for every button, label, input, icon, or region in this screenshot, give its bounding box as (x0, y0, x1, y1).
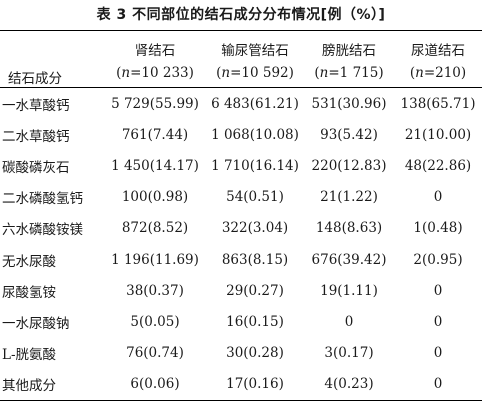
table-cell: 6 483(61.21) (211, 95, 299, 112)
column-header-ureter: 输尿管结石 (221, 43, 289, 59)
table-cell: 29(0.27) (226, 282, 284, 299)
table-cell: 17(0.16) (226, 376, 284, 393)
table-cell: 322(3.04) (221, 220, 289, 237)
row-label: 六水磷酸铵镁 (2, 222, 83, 239)
column-header-urethra: 尿道结石 (411, 43, 465, 59)
header-row-counts: (n=10 233) (n=10 592) (n=1 715) (n=210) (0, 59, 482, 88)
row-label: 碳酸磷灰石 (2, 159, 70, 176)
row-label: 其他成分 (2, 378, 56, 395)
table-cell: 676(39.42) (311, 251, 387, 268)
table-row: 二水草酸钙 761(7.44) 1 068(10.08) 93(5.42) 21… (0, 119, 482, 150)
table-row: 其他成分 6(0.06) 17(0.16) 4(0.23) 0 (0, 369, 482, 401)
column-count-ureter: (n=10 592) (216, 65, 294, 81)
table-cell: 16(0.15) (226, 313, 284, 330)
table-cell: 1(0.48) (413, 220, 463, 237)
table-cell: 0 (433, 345, 443, 362)
table-title: 表 3 不同部位的结石成分分布情况[例（%）] (96, 7, 386, 23)
table-cell: 0 (433, 313, 443, 330)
table-row: 尿酸氢铵 38(0.37) 29(0.27) 19(1.11) 0 (0, 275, 482, 306)
table-cell: 30(0.28) (226, 345, 284, 362)
table-cell: 531(30.96) (311, 95, 387, 112)
row-label: 一水尿酸钠 (2, 315, 70, 332)
row-label: 二水磷酸氢钙 (2, 191, 83, 208)
table-cell: 48(22.86) (404, 157, 472, 174)
table-cell: 76(0.74) (126, 345, 184, 362)
table-cell: 54(0.51) (226, 189, 284, 206)
table-cell: 5 729(55.99) (111, 95, 199, 112)
table-cell: 100(0.98) (121, 189, 189, 206)
table-cell: 21(1.22) (320, 189, 378, 206)
table-cell: 93(5.42) (320, 126, 378, 143)
row-label: L-胱氨酸 (2, 347, 57, 364)
column-count-kidney: (n=10 233) (116, 65, 194, 81)
table-cell: 6(0.06) (130, 376, 180, 393)
table-cell: 2(0.95) (413, 251, 463, 268)
table-row: 一水尿酸钠 5(0.05) 16(0.15) 0 0 (0, 306, 482, 337)
table-cell: 19(1.11) (320, 282, 378, 299)
column-header-kidney: 肾结石 (134, 43, 176, 59)
table-cell: 3(0.17) (324, 345, 374, 362)
column-count-bladder: (n=1 715) (314, 65, 384, 81)
row-header-label: 结石成分 (8, 71, 62, 87)
header-row-labels: 结石成分 肾结石 输尿管结石 膀胱结石 尿道结石 (0, 30, 482, 87)
row-label: 尿酸氢铵 (2, 284, 56, 301)
table-row: L-胱氨酸 76(0.74) 30(0.28) 3(0.17) 0 (0, 338, 482, 369)
column-count-urethra: (n=210) (409, 65, 467, 81)
table-cell: 863(8.15) (221, 251, 289, 268)
row-label: 一水草酸钙 (2, 97, 70, 114)
table-row: 一水草酸钙 5 729(55.99) 6 483(61.21) 531(30.9… (0, 88, 482, 120)
row-label: 二水草酸钙 (2, 128, 70, 145)
table-row: 无水尿酸 1 196(11.69) 863(8.15) 676(39.42) 2… (0, 244, 482, 275)
table-cell: 0 (344, 313, 354, 330)
table-cell: 4(0.23) (324, 376, 374, 393)
row-label: 无水尿酸 (2, 253, 56, 270)
table-cell: 38(0.37) (126, 282, 184, 299)
table-cell: 0 (433, 282, 443, 299)
table-cell: 761(7.44) (121, 126, 189, 143)
table-cell: 1 710(16.14) (211, 157, 299, 174)
table-cell: 1 196(11.69) (111, 251, 199, 268)
table-row: 二水磷酸氢钙 100(0.98) 54(0.51) 21(1.22) 0 (0, 182, 482, 213)
table-cell: 5(0.05) (130, 313, 180, 330)
stone-composition-table: 结石成分 肾结石 输尿管结石 膀胱结石 尿道结石 (n=10 233) (n=1… (0, 30, 482, 401)
table-cell: 138(65.71) (400, 95, 476, 112)
table-cell: 872(8.52) (121, 220, 189, 237)
table-cell: 0 (433, 376, 443, 393)
table-cell: 0 (433, 189, 443, 206)
table-cell: 1 068(10.08) (211, 126, 299, 143)
table-cell: 1 450(14.17) (111, 157, 199, 174)
table-cell: 148(8.63) (315, 220, 383, 237)
column-header-bladder: 膀胱结石 (322, 43, 376, 59)
table-cell: 220(12.83) (311, 157, 387, 174)
table-row: 碳酸磷灰石 1 450(14.17) 1 710(16.14) 220(12.8… (0, 150, 482, 181)
table-row: 六水磷酸铵镁 872(8.52) 322(3.04) 148(8.63) 1(0… (0, 213, 482, 244)
table-cell: 21(10.00) (404, 126, 472, 143)
